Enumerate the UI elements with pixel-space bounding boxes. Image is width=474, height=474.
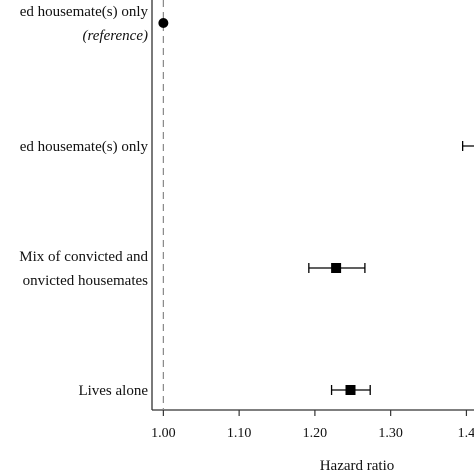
row-label: Lives alone [78,383,148,399]
row-label: Mix of convicted and [19,249,148,265]
x-tick-label: 1.30 [378,426,403,441]
row-label: (reference) [82,28,148,44]
row-label: ed housemate(s) only [20,139,149,155]
x-tick-label: 1.4 [458,426,474,441]
row-labels: ed housemate(s) only (reference) ed housem… [19,4,148,399]
x-tick-label: 1.20 [303,426,328,441]
point-estimate-square [331,263,342,273]
row-label: onvicted housemates [23,273,149,289]
point-estimate-circle [158,18,169,28]
x-axis-ticks: 1.00 1.10 1.20 1.30 1.4 [151,410,474,441]
point-estimate-square [345,385,356,395]
point-estimates [158,18,474,395]
x-tick-label: 1.10 [227,426,252,441]
row-label: ed housemate(s) only [20,4,149,20]
x-axis-label: Hazard ratio [320,458,395,474]
x-tick-label: 1.00 [151,426,176,441]
